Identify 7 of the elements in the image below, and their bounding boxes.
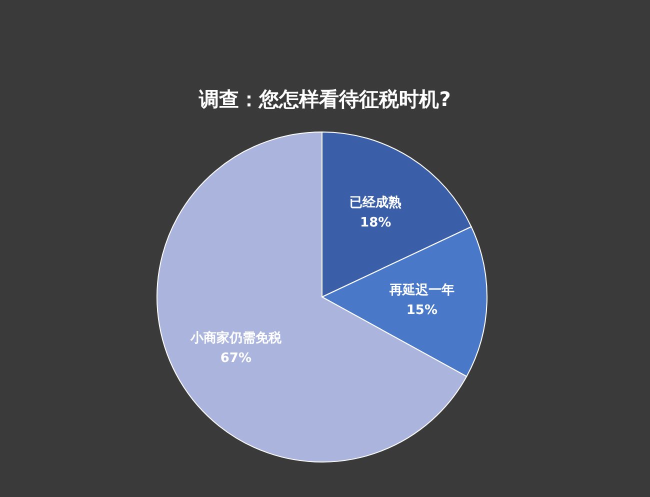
slice-label: 已经成熟 <box>350 194 402 211</box>
data-label: 15% <box>406 303 438 318</box>
chart-title: 调查：您怎样看待征税时机? <box>198 87 451 111</box>
slice-label: 再延迟一年 <box>388 282 454 298</box>
slice-label: 小商家仍需免税 <box>189 330 282 346</box>
data-label: 18% <box>360 216 392 231</box>
data-label: 67% <box>220 350 252 366</box>
